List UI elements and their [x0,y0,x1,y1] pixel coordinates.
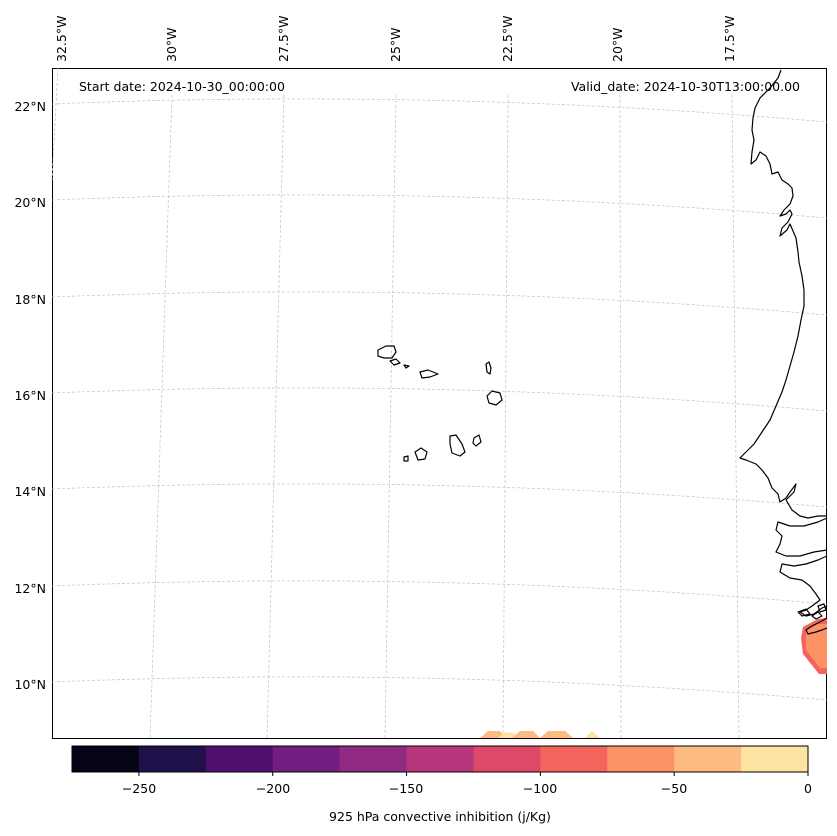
lon-label-27-5w: 27.5°W [276,16,291,62]
cin-patch-coast-inner [806,624,827,668]
valid-date-label: Valid_date: 2024-10-30T13:00:00.00 [571,79,800,94]
colorbar-swatch [473,746,541,772]
colorbar-tick-label: −100 [523,781,557,796]
meridian-20w [619,94,622,739]
coastline-gambia-casamance [775,517,828,557]
cin-patch-south-5 [585,731,600,738]
parallel-14n [51,483,828,508]
lat-label-18n: 18°N [14,292,46,307]
colorbar: −250 −200 −150 −100 −50 0 925 hPa convec… [71,745,812,824]
cin-patch-south-2 [498,732,518,738]
colorbar-title: 925 hPa convective inhibition (j/Kg) [329,809,551,824]
lat-label-14n: 14°N [14,484,46,499]
colorbar-tick-label: −250 [122,781,156,796]
coastline-africa [739,69,827,519]
coastlines [377,69,828,635]
island-sao-nicolau [419,369,439,379]
lon-label-17-5w: 17.5°W [722,16,737,62]
meridian-30w [149,94,173,739]
lon-label-30w: 30°W [164,27,179,62]
parallel-10n [51,676,828,701]
lon-label-20w: 20°W [610,27,625,62]
meridian-25w [384,94,397,739]
coastline-guinea [805,617,828,635]
colorbar-swatch [607,746,675,772]
colorbar-tick-label: −50 [661,781,687,796]
colorbar-tick-label: −150 [389,781,423,796]
lat-labels: 22°N 20°N 18°N 16°N 14°N 12°N 10°N [14,99,46,692]
colorbar-tick-label: −200 [256,781,290,796]
island-santiago [449,434,466,457]
colorbar-swatches [72,746,809,772]
cin-contours [480,618,827,738]
lon-labels: 32.5°W 30°W 27.5°W 25°W 22.5°W 20°W 17.5… [54,16,737,62]
lat-label-20n: 20°N [14,195,46,210]
colorbar-swatch [406,746,474,772]
map-frame [52,68,827,739]
colorbar-swatch [138,746,207,772]
colorbar-swatch [674,746,742,772]
colorbar-swatch [72,746,140,772]
parallel-22n [51,98,828,123]
meridian-27-5w [266,94,285,739]
island-fogo [414,447,428,461]
graticule [51,67,828,739]
lon-label-25w: 25°W [388,27,403,62]
parallel-20n [51,194,828,219]
colorbar-swatch [741,746,809,772]
colorbar-swatch [272,746,341,772]
island-santa-luzia [403,364,410,369]
cin-patch-south-4 [540,731,573,738]
start-date-label: Start date: 2024-10-30_00:00:00 [79,79,285,94]
parallel-16n [51,387,828,412]
meridian-32-5w [51,67,59,181]
parallel-18n [51,291,828,316]
island-boa-vista [486,390,503,406]
lat-label-22n: 22°N [14,99,46,114]
lat-label-10n: 10°N [14,677,46,692]
island-maio [472,434,482,447]
meridian-22-5w [502,94,509,739]
colorbar-swatch [205,746,274,772]
coastline-bijagos-islands [797,603,827,620]
island-santo-antao [377,345,397,359]
colorbar-frame [71,745,809,773]
colorbar-tick-label: 0 [804,781,812,796]
island-sao-vicente [389,358,401,366]
island-sal [485,361,492,375]
lat-label-16n: 16°N [14,388,46,403]
parallel-12n [51,580,828,605]
colorbar-swatch [540,746,608,772]
lon-label-22-5w: 22.5°W [500,16,515,62]
island-brava [403,455,409,462]
meridian-17-5w [731,94,740,739]
lon-label-32-5w: 32.5°W [54,16,69,62]
cin-patch-south-3 [512,731,540,738]
colorbar-ticks [138,772,809,776]
coastline-guinea-bissau [779,555,828,617]
colorbar-swatch [339,746,408,772]
lat-label-12n: 12°N [14,581,46,596]
